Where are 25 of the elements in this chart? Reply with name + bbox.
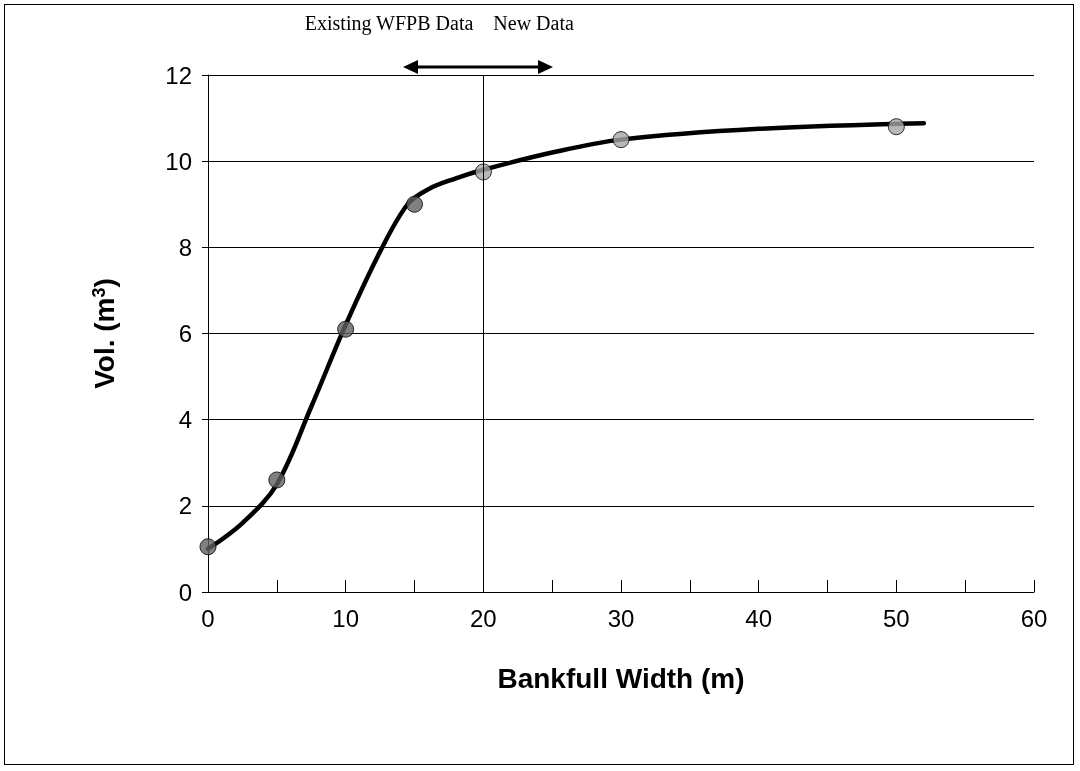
x-tick-label: 50 [882, 604, 910, 632]
point [199, 538, 217, 556]
text: Existing WFPB Data [304, 12, 474, 35]
point [337, 320, 355, 338]
y-tick-label: 10 [165, 147, 192, 175]
point [406, 195, 423, 213]
x-axis-title: Bankfull Width (m) [497, 662, 745, 694]
y-tick-label: 0 [178, 578, 192, 606]
y-tick-label: 6 [178, 320, 192, 347]
x-tick-label: 60 [1020, 604, 1048, 632]
text: New Data [493, 12, 574, 35]
point [887, 118, 905, 136]
point [474, 163, 492, 181]
y-tick-label: 12 [165, 61, 192, 89]
x-tick-label: 10 [332, 604, 360, 632]
x-tick-label: 20 [469, 604, 497, 632]
point [612, 131, 630, 149]
y-axis-title: Vol. (m3) [88, 278, 120, 389]
point [268, 471, 286, 489]
y-tick-label: 8 [178, 233, 192, 261]
y-tick-label: 2 [178, 492, 192, 520]
x-tick-label: 0 [201, 604, 215, 632]
x-tick-label: 40 [745, 604, 773, 632]
y-tick-label: 4 [178, 406, 192, 434]
x-tick-label: 30 [607, 604, 635, 632]
